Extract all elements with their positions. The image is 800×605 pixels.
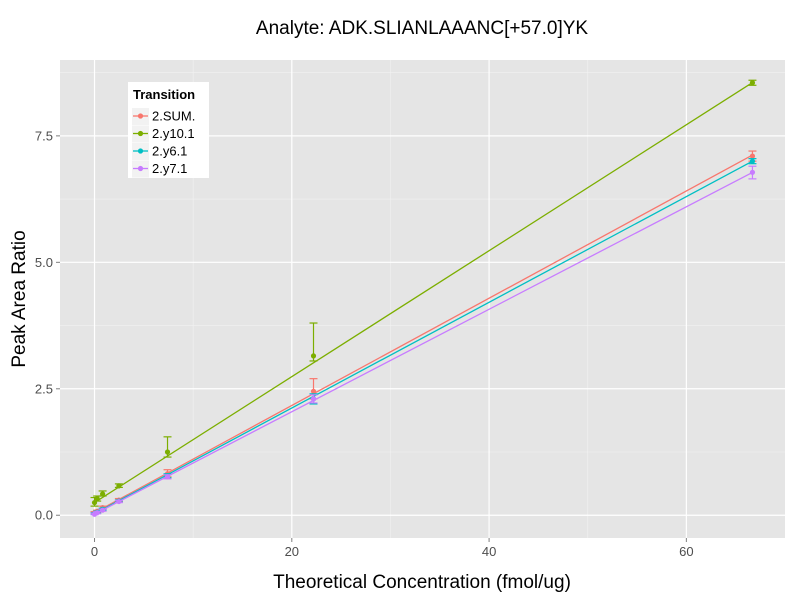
x-tick-label: 60 bbox=[679, 544, 693, 559]
legend: Transition 2.SUM. 2.y10.1 2.y6.1 2.y7.1 bbox=[128, 82, 209, 178]
chart-title: Analyte: ADK.SLIANLAAANC[+57.0]YK bbox=[256, 18, 588, 39]
data-point bbox=[164, 449, 171, 455]
data-point bbox=[749, 158, 756, 164]
x-tick-label: 20 bbox=[285, 544, 299, 559]
y-tick-label: 2.5 bbox=[35, 381, 53, 396]
legend-label: 2.SUM. bbox=[152, 109, 195, 124]
fit-line bbox=[94, 154, 753, 514]
data-point bbox=[310, 353, 317, 359]
data-point bbox=[749, 80, 756, 86]
legend-title: Transition bbox=[133, 87, 195, 102]
data-point bbox=[94, 495, 100, 502]
data-point bbox=[116, 483, 122, 489]
data-point bbox=[116, 498, 122, 505]
x-axis-label: Theoretical Concentration (fmol/ug) bbox=[273, 572, 571, 593]
y-axis-label: Peak Area Ratio bbox=[9, 230, 30, 367]
series-2.y10.1 bbox=[90, 79, 757, 507]
fit-line bbox=[94, 171, 753, 515]
data-point bbox=[100, 491, 106, 497]
legend-key-point bbox=[137, 130, 144, 137]
legend-key-point bbox=[137, 165, 144, 172]
legend-label: 2.y10.1 bbox=[152, 126, 195, 141]
data-point bbox=[100, 507, 106, 513]
series-2.y7.1 bbox=[90, 165, 757, 517]
data-point bbox=[749, 169, 756, 175]
data-point bbox=[94, 510, 100, 516]
fit-line bbox=[94, 82, 753, 504]
data-point bbox=[749, 153, 756, 159]
y-tick-label: 5.0 bbox=[35, 255, 53, 270]
x-tick-label: 0 bbox=[91, 544, 98, 559]
data-point bbox=[164, 474, 171, 480]
legend-key-point bbox=[137, 148, 144, 154]
data-point bbox=[310, 388, 317, 394]
legend-key-point bbox=[137, 113, 144, 119]
y-tick-label: 0.0 bbox=[35, 508, 53, 523]
data-point bbox=[310, 396, 317, 402]
legend-label: 2.y6.1 bbox=[152, 144, 187, 159]
x-tick-label: 40 bbox=[482, 544, 496, 559]
legend-label: 2.y7.1 bbox=[152, 161, 187, 176]
y-tick-label: 7.5 bbox=[35, 128, 53, 143]
fit-line bbox=[94, 160, 753, 515]
